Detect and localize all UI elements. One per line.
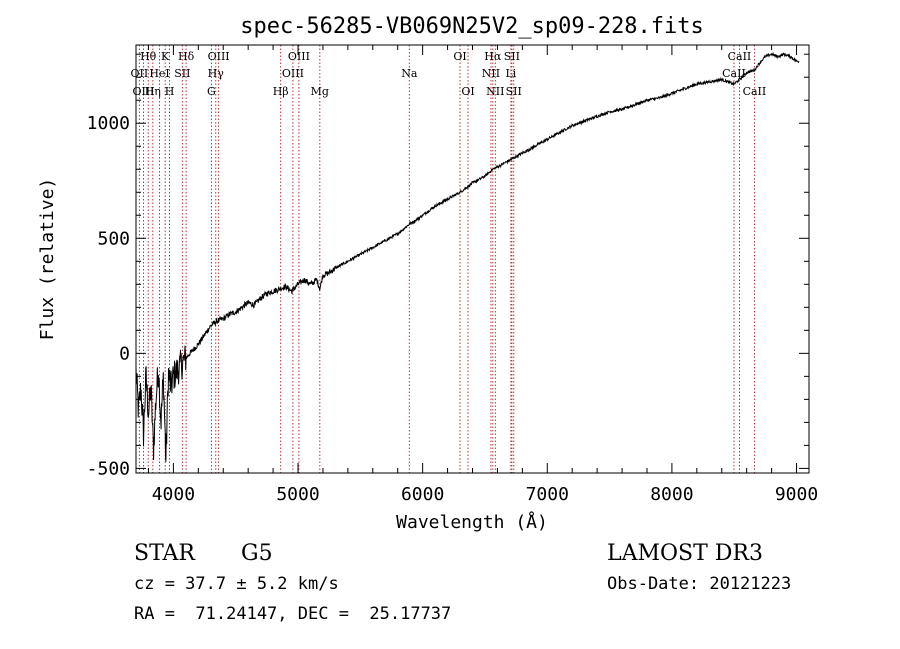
object-class: STAR <box>134 541 196 566</box>
x-tick-label-6000: 6000 <box>401 484 444 505</box>
y-tick-label--500: -500 <box>87 458 130 479</box>
line-label-7: SII <box>174 67 190 80</box>
spectrum-series <box>135 51 800 462</box>
line-label-2: OIII <box>132 85 154 98</box>
x-axis: 4000 5000 6000 7000 8000 9000 <box>147 45 818 505</box>
line-label-11: OIII <box>208 50 230 63</box>
line-label-1: OII <box>131 67 149 80</box>
plot-frame <box>135 44 810 474</box>
cz-value: cz = 37.7 ± 5.2 km/s <box>134 574 339 594</box>
x-tick-label-4000: 4000 <box>152 484 195 505</box>
survey-name: LAMOST DR3 <box>607 541 763 566</box>
spectrum-line <box>135 51 800 462</box>
line-label-0: Hθ <box>140 50 157 63</box>
line-label-4: HeI <box>149 67 169 80</box>
line-label-13: OIII <box>282 67 304 80</box>
line-label-24: SII <box>506 85 522 98</box>
line-label-9: G <box>207 85 216 98</box>
line-label-12: Hβ <box>273 85 289 98</box>
y-tick-label-1000: 1000 <box>87 113 130 134</box>
subclass: G5 <box>241 541 273 566</box>
line-label-8: Hδ <box>178 50 195 63</box>
y-axis: -500 0 500 1000 <box>87 53 809 479</box>
x-tick-label-8000: 8000 <box>650 484 693 505</box>
spectral-line-labels: HθOIIOIIIHηHeIKHSIIHδGHγOIIIHβOIIIOIIIMg… <box>131 50 767 98</box>
line-label-10: Hγ <box>208 67 225 80</box>
line-label-22: Li <box>505 67 516 80</box>
y-axis-label: Flux (relative) <box>37 178 58 341</box>
obs-date: Obs-Date: 20121223 <box>607 574 791 594</box>
x-tick-label-9000: 9000 <box>775 484 818 505</box>
line-label-15: Mg <box>311 85 329 98</box>
line-label-26: CaII <box>728 50 752 63</box>
x-tick-label-7000: 7000 <box>526 484 569 505</box>
line-label-23: SII <box>504 50 520 63</box>
line-label-19: NII <box>482 67 500 80</box>
spectral-line-markers <box>138 45 755 473</box>
line-label-17: OI <box>453 50 466 63</box>
x-tick-label-5000: 5000 <box>276 484 319 505</box>
line-label-14: OIII <box>288 50 310 63</box>
chart-title: spec-56285-VB069N25V2_sp09-228.fits <box>240 14 704 39</box>
line-label-3: Hη <box>145 85 161 98</box>
line-label-6: H <box>165 85 175 98</box>
line-label-21: NII <box>486 85 504 98</box>
line-label-20: Hα <box>484 50 502 63</box>
y-tick-label-500: 500 <box>97 228 130 249</box>
line-label-25: CaII <box>722 67 746 80</box>
x-axis-label: Wavelength (Å) <box>396 511 548 533</box>
coordinates: RA = 71.24147, DEC = 25.17737 <box>134 604 451 624</box>
y-tick-label-0: 0 <box>119 343 130 364</box>
line-label-16: Na <box>401 67 418 80</box>
line-label-27: CaII <box>743 85 767 98</box>
line-label-5: K <box>161 50 170 63</box>
line-label-18: OI <box>461 85 474 98</box>
